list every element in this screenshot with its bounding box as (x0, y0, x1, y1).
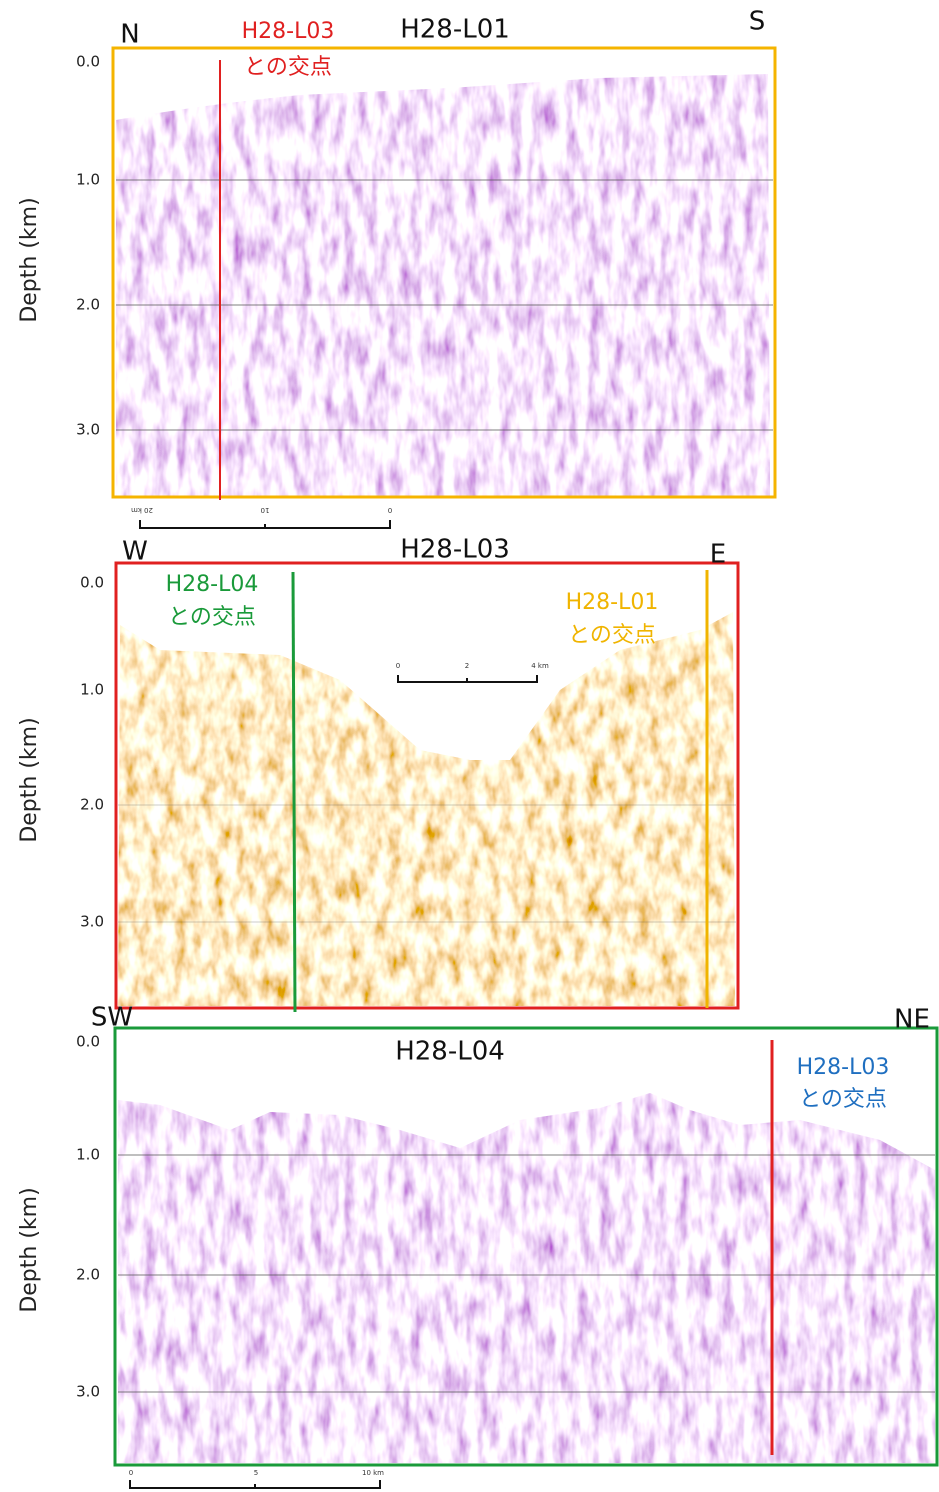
direction-left: SW (91, 1003, 133, 1033)
y-tick-label: 0.0 (80, 574, 104, 592)
y-tick-label: 2.0 (76, 296, 100, 314)
intersection-label: H28-L03 (797, 1055, 890, 1080)
panel-h28-l04: 0.0 1.0 2.0 3.0 Depth (km) SW NE H28-L04… (17, 1003, 939, 1489)
scale-label: 10 km (362, 1469, 384, 1477)
y-tick-label: 3.0 (80, 913, 104, 931)
direction-right: S (749, 7, 766, 37)
scale-bar (129, 1480, 381, 1489)
intersection-line (291, 571, 297, 1013)
scale-bar (397, 675, 538, 683)
y-tick-label: 1.0 (76, 1146, 100, 1164)
y-tick-label: 1.0 (80, 681, 104, 699)
intersection-text: との交点 (168, 605, 256, 630)
scale-label: 2 (465, 662, 469, 670)
intersection-label: H28-L01 (566, 590, 659, 615)
scale-label: 20 km (131, 506, 153, 514)
y-tick-label: 3.0 (76, 421, 100, 439)
y-axis-label: Depth (km) (17, 717, 42, 842)
intersection-label: H28-L03 (242, 19, 335, 44)
scale-bar (139, 520, 391, 529)
y-tick-label: 0.0 (76, 53, 100, 71)
direction-left: W (122, 537, 148, 567)
y-tick-label: 0.0 (76, 1033, 100, 1051)
scale-label: 0 (388, 506, 392, 514)
scale-label: 10 (261, 506, 270, 514)
intersection-text: との交点 (799, 1087, 887, 1112)
panel-h28-l03: 0.0 1.0 2.0 3.0 Depth (km) W E H28-L03 H… (17, 535, 740, 1013)
panel-border (113, 1026, 939, 1467)
intersection-text: との交点 (244, 55, 332, 80)
panel-border (111, 46, 777, 499)
scale-label: 0 (396, 662, 400, 670)
intersection-text: との交点 (568, 623, 656, 648)
panel-title: H28-L04 (395, 1037, 505, 1067)
direction-right: NE (894, 1005, 930, 1035)
scale-label: 5 (254, 1469, 258, 1477)
y-tick-label: 1.0 (76, 171, 100, 189)
scale-label: 0 (129, 1469, 133, 1477)
panel-h28-l01: 0.0 1.0 2.0 3.0 Depth (km) N S H28-L01 H… (17, 7, 777, 529)
panel-border (114, 561, 740, 1010)
y-axis-label: Depth (km) (17, 197, 42, 322)
intersection-label: H28-L04 (166, 572, 259, 597)
y-tick-label: 3.0 (76, 1383, 100, 1401)
panel-title: H28-L01 (400, 15, 510, 45)
direction-right: E (710, 540, 726, 570)
y-tick-label: 2.0 (80, 796, 104, 814)
seismic-image (116, 74, 770, 497)
panel-title: H28-L03 (400, 535, 510, 565)
y-axis-label: Depth (km) (17, 1187, 42, 1312)
y-tick-label: 2.0 (76, 1266, 100, 1284)
scale-label: 4 km (531, 662, 549, 670)
direction-left: N (120, 20, 139, 50)
